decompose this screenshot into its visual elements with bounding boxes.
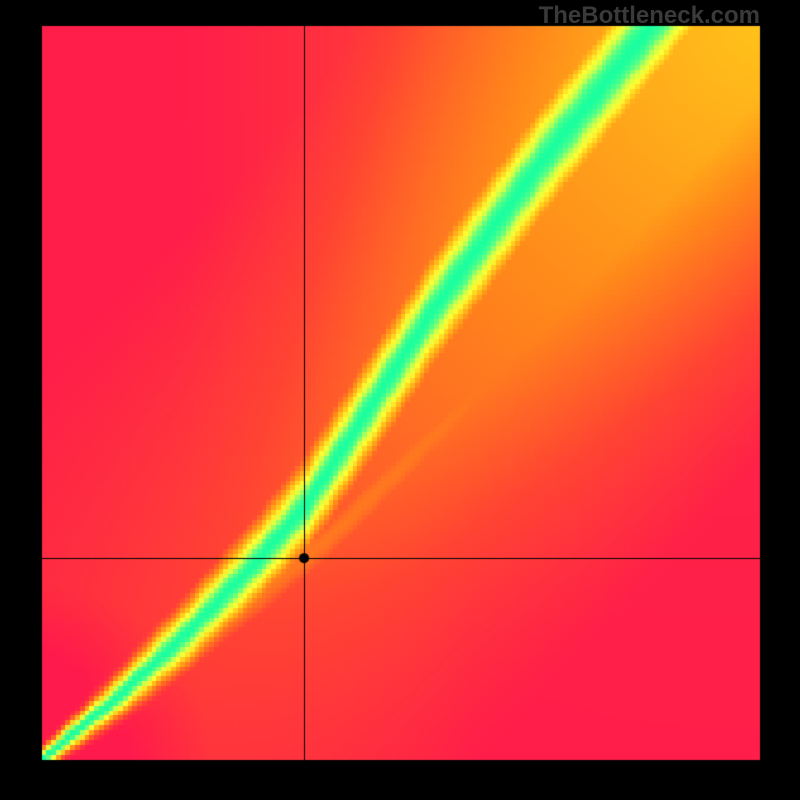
chart-container: TheBottleneck.com	[0, 0, 800, 800]
bottleneck-heatmap	[0, 0, 800, 800]
watermark-label: TheBottleneck.com	[539, 2, 760, 30]
